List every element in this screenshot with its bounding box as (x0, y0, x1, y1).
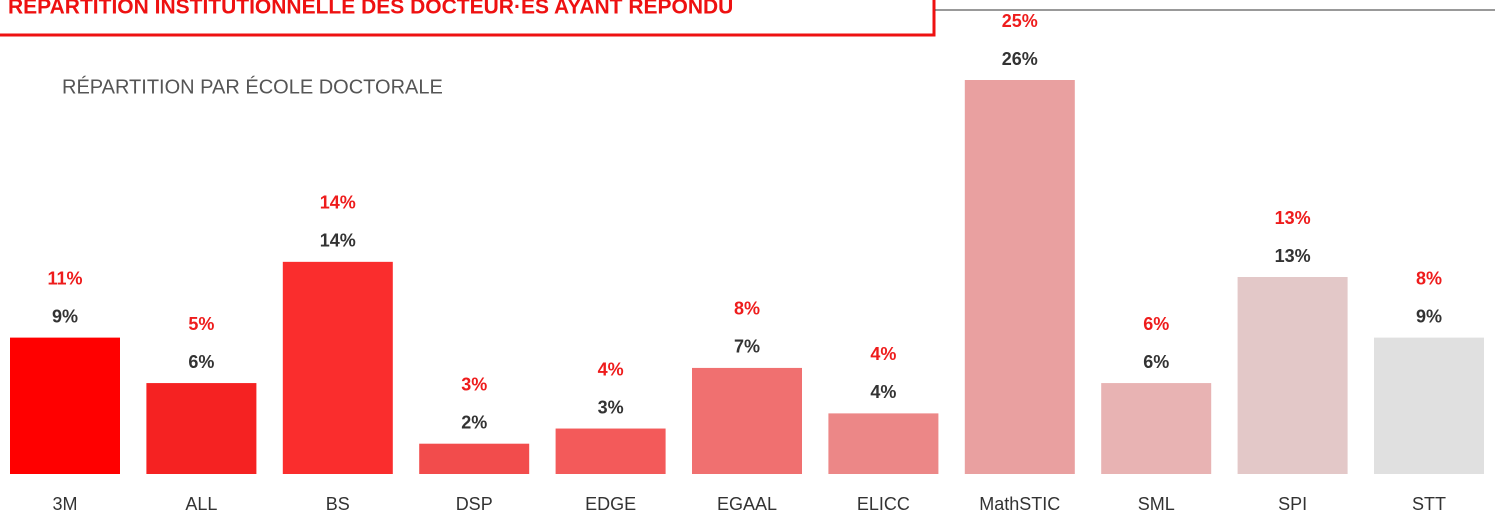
secondary-value-label: 4% (870, 344, 896, 364)
secondary-value-label: 11% (47, 268, 82, 288)
secondary-value-label: 8% (734, 299, 760, 319)
bar (146, 383, 257, 474)
x-tick-label: ELICC (857, 494, 910, 514)
value-label: 9% (1416, 306, 1442, 326)
value-label: 3% (598, 397, 624, 417)
secondary-value-label: 5% (188, 314, 214, 334)
x-tick-label: DSP (456, 494, 493, 514)
secondary-value-label: 8% (1416, 268, 1442, 288)
secondary-value-label: 4% (598, 359, 624, 379)
bar (419, 443, 530, 474)
x-tick-label: ALL (185, 494, 217, 514)
secondary-value-label: 25% (1002, 11, 1038, 31)
value-label: 6% (188, 352, 214, 372)
chart-subtitle: RÉPARTITION PAR ÉCOLE DOCTORALE (62, 75, 443, 98)
bar (692, 367, 802, 474)
value-label: 26% (1002, 49, 1038, 69)
secondary-value-label: 3% (461, 374, 487, 394)
x-tick-label: EDGE (585, 494, 636, 514)
value-label: 4% (870, 382, 896, 402)
secondary-value-label: 14% (320, 193, 356, 213)
bar (555, 428, 666, 474)
x-tick-label: SPI (1278, 494, 1307, 514)
title-box (0, 0, 936, 37)
x-tick-label: EGAAL (717, 494, 777, 514)
chart-title: RÉPARTITION INSTITUTIONNELLE DES DOCTEUR… (8, 0, 733, 19)
value-label: 6% (1143, 352, 1169, 372)
value-label: 9% (52, 306, 78, 326)
bar (1237, 277, 1348, 474)
secondary-value-label: 13% (1275, 208, 1311, 228)
value-label: 2% (461, 412, 487, 432)
value-label: 13% (1275, 246, 1311, 266)
bar (964, 80, 1075, 474)
x-tick-label: BS (326, 494, 350, 514)
bar (1374, 337, 1484, 474)
x-tick-label: MathSTIC (979, 494, 1060, 514)
bar (1101, 383, 1212, 474)
x-tick-label: SML (1138, 494, 1175, 514)
secondary-value-label: 6% (1143, 314, 1169, 334)
bar (282, 261, 393, 474)
bar (10, 337, 120, 474)
x-tick-label: 3M (52, 494, 77, 514)
value-label: 14% (320, 231, 356, 251)
bar (828, 413, 939, 474)
x-tick-label: STT (1412, 494, 1446, 514)
value-label: 7% (734, 337, 760, 357)
